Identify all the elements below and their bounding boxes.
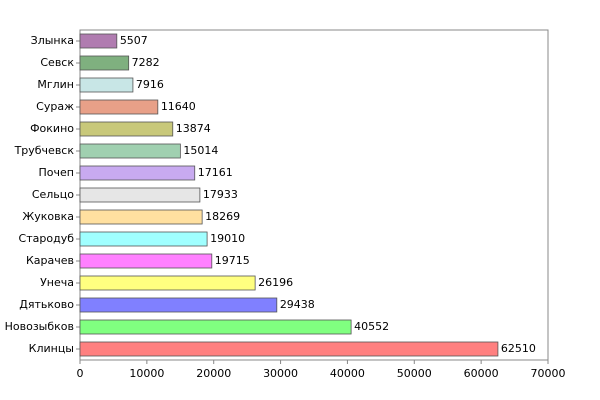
y-tick-label: Фокино <box>30 122 74 135</box>
bar <box>79 297 278 313</box>
x-tick-label: 30000 <box>263 367 298 380</box>
value-label: 15014 <box>183 144 218 157</box>
y-tick-label: Новозыбков <box>5 320 74 333</box>
value-label: 17161 <box>198 166 233 179</box>
x-tick-label: 50000 <box>397 367 432 380</box>
bar <box>79 165 196 181</box>
value-label: 19715 <box>215 254 250 267</box>
y-tick-label: Стародуб <box>19 232 75 245</box>
value-label: 29438 <box>280 298 315 311</box>
y-tick-label: Трубчевск <box>14 144 75 157</box>
value-label: 17933 <box>203 188 238 201</box>
bar <box>79 99 159 115</box>
bar <box>79 143 181 159</box>
y-tick-label: Карачев <box>26 254 74 267</box>
value-label: 40552 <box>354 320 389 333</box>
y-tick-label: Почеп <box>39 166 74 179</box>
x-tick-label: 0 <box>77 367 84 380</box>
bar <box>79 55 130 71</box>
value-label: 7916 <box>136 78 164 91</box>
value-label: 18269 <box>205 210 240 223</box>
x-tick-label: 70000 <box>531 367 566 380</box>
bar <box>79 209 203 225</box>
y-tick-label: Злынка <box>31 34 74 47</box>
x-tick-label: 40000 <box>330 367 365 380</box>
value-label: 62510 <box>501 342 536 355</box>
y-tick-label: Сельцо <box>32 188 74 201</box>
y-tick-label: Севск <box>40 56 74 69</box>
bar <box>79 319 352 335</box>
bar <box>79 187 201 203</box>
x-tick-label: 10000 <box>129 367 164 380</box>
y-tick-label: Клинцы <box>29 342 74 355</box>
x-tick-label: 20000 <box>196 367 231 380</box>
bar <box>79 77 134 93</box>
y-tick-label: Унеча <box>40 276 74 289</box>
value-label: 5507 <box>120 34 148 47</box>
bar <box>79 121 174 137</box>
bar <box>79 253 213 269</box>
value-label: 7282 <box>132 56 160 69</box>
bar <box>79 33 118 49</box>
value-label: 13874 <box>176 122 211 135</box>
bar <box>79 231 208 247</box>
y-tick-label: Сураж <box>36 100 74 113</box>
y-tick-label: Жуковка <box>22 210 74 223</box>
x-tick-label: 60000 <box>464 367 499 380</box>
bar <box>79 341 499 357</box>
y-tick-label: Дятьково <box>19 298 74 311</box>
bar <box>79 275 256 291</box>
y-tick-label: Мглин <box>37 78 74 91</box>
value-label: 11640 <box>161 100 196 113</box>
value-label: 19010 <box>210 232 245 245</box>
value-label: 26196 <box>258 276 293 289</box>
